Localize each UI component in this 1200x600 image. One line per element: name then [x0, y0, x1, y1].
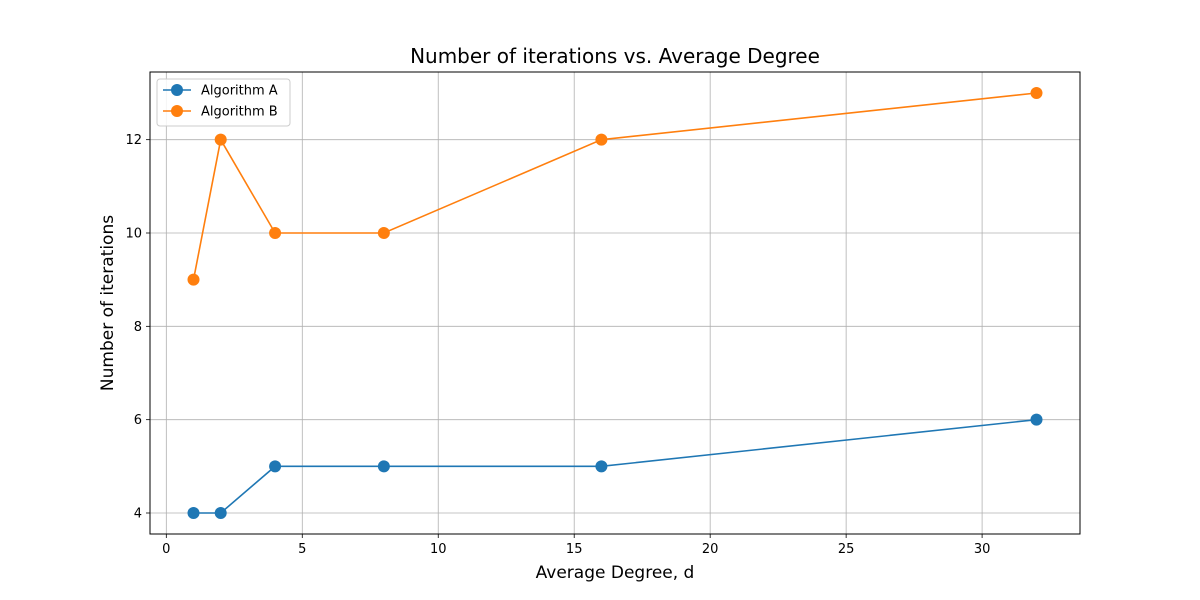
- chart-title: Number of iterations vs. Average Degree: [410, 44, 820, 68]
- data-point: [269, 460, 282, 473]
- x-axis-label: Average Degree, d: [536, 563, 695, 583]
- x-tick-label: 25: [838, 542, 855, 557]
- series-algorithm-b: [187, 87, 1043, 286]
- x-tick-label: 20: [702, 542, 719, 557]
- legend-marker: [171, 105, 183, 117]
- series-layer: [187, 87, 1043, 519]
- y-tick-label: 6: [134, 413, 142, 428]
- data-point: [214, 133, 227, 146]
- x-tick-label: 15: [566, 542, 583, 557]
- x-tick-label: 10: [430, 542, 447, 557]
- y-tick-label: 10: [125, 227, 142, 242]
- x-tick-label: 5: [298, 542, 306, 557]
- y-tick-label: 8: [134, 320, 142, 335]
- data-point: [377, 460, 390, 473]
- legend-marker: [171, 84, 183, 96]
- data-point: [187, 507, 200, 519]
- data-point: [377, 227, 390, 239]
- y-axis-label: Number of iterations: [98, 215, 118, 391]
- data-point: [595, 133, 608, 146]
- legend-label: Algorithm A: [201, 84, 278, 99]
- x-tick-label: 30: [974, 542, 991, 557]
- data-point: [187, 273, 200, 286]
- ticks: 0 5 10 15 20 25 30 4 6 8 10 12: [125, 133, 990, 557]
- data-point: [1030, 413, 1043, 426]
- data-point: [269, 227, 282, 239]
- plot-frame: [149, 71, 1081, 535]
- y-tick-label: 12: [125, 133, 142, 148]
- legend: Algorithm A Algorithm B: [156, 78, 291, 127]
- data-point: [214, 507, 227, 519]
- series-line: [193, 418, 1037, 514]
- data-point: [1030, 87, 1043, 99]
- data-point: [595, 460, 608, 473]
- legend-label: Algorithm B: [201, 105, 278, 120]
- series-line: [192, 92, 1037, 280]
- x-tick-label: 0: [162, 542, 170, 557]
- series-algorithm-a: [187, 413, 1043, 519]
- y-tick-label: 4: [134, 507, 142, 522]
